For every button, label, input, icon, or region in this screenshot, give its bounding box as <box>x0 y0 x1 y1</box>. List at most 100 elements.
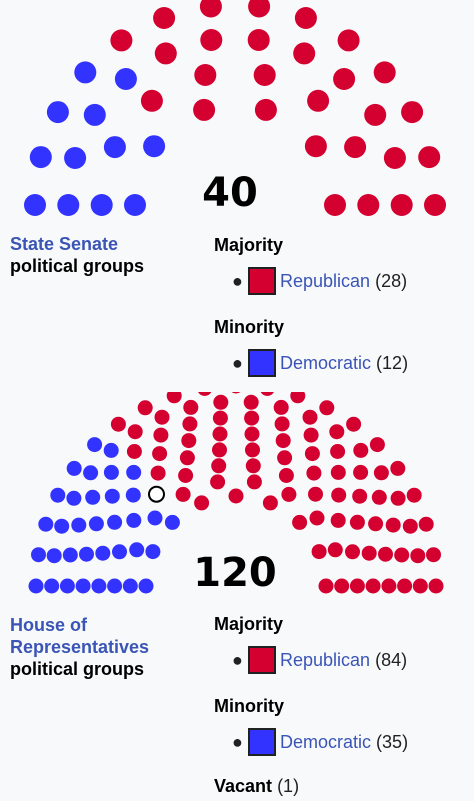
seat-democratic <box>145 544 161 560</box>
seat-republican <box>253 64 276 86</box>
seat-democratic <box>126 464 142 480</box>
seat-republican <box>410 548 426 564</box>
seat-republican <box>319 400 335 416</box>
democratic-swatch <box>248 728 276 756</box>
seat-republican <box>243 394 259 410</box>
state-senate-link[interactable]: State Senate <box>10 234 119 254</box>
seat-republican <box>424 194 446 216</box>
democratic-link[interactable]: Democratic <box>280 732 372 752</box>
seat-republican <box>406 487 422 503</box>
seat-democratic <box>143 135 166 158</box>
seat-republican <box>344 136 367 159</box>
seat-republican <box>304 446 320 462</box>
seat-republican <box>193 98 216 121</box>
senate-legend: Majority ● Republican (28) Minority ● De… <box>214 233 474 397</box>
seat-republican <box>311 544 327 560</box>
seat-democratic <box>28 578 44 594</box>
seat-republican <box>152 446 168 462</box>
seat-democratic <box>71 517 87 533</box>
seat-republican <box>290 392 306 404</box>
seat-republican <box>330 444 346 459</box>
house-section: 120 House of Representatives political g… <box>0 392 474 801</box>
democratic-link[interactable]: Democratic <box>280 353 372 373</box>
seat-republican <box>181 433 197 449</box>
seat-republican <box>154 409 170 425</box>
seat-democratic <box>114 68 137 90</box>
senate-title: State Senate political groups <box>10 233 144 277</box>
seat-republican <box>153 427 169 443</box>
seat-democratic <box>112 544 127 560</box>
seat-democratic <box>107 514 123 530</box>
democratic-count: (35) <box>376 732 409 752</box>
seat-republican <box>308 486 323 502</box>
seat-republican <box>166 392 182 404</box>
seat-democratic <box>104 488 120 504</box>
seat-republican <box>110 416 126 432</box>
seat-vacant <box>148 485 165 503</box>
seat-republican <box>212 442 227 458</box>
house-seat-chart <box>28 392 444 594</box>
vacant-count: (1) <box>277 776 300 796</box>
seat-republican <box>330 464 346 480</box>
seat-republican <box>262 495 278 511</box>
seat-republican <box>127 424 143 440</box>
seat-republican <box>254 98 277 121</box>
seat-republican <box>182 416 198 432</box>
seat-democratic <box>38 516 54 532</box>
house-link-line2[interactable]: Representatives <box>10 637 150 657</box>
seat-democratic <box>122 578 138 594</box>
seat-democratic <box>107 578 123 594</box>
seat-republican <box>371 489 387 505</box>
seat-republican <box>412 578 428 594</box>
seat-democratic <box>87 437 103 453</box>
seat-republican <box>244 410 260 426</box>
house-link-line1[interactable]: House of <box>10 615 88 635</box>
seat-democratic <box>138 578 154 594</box>
senate-legend-republican: ● Republican (28) <box>214 265 474 297</box>
seat-republican <box>385 517 401 533</box>
seat-republican <box>245 442 260 458</box>
republican-swatch <box>248 646 276 674</box>
seat-democratic <box>126 512 142 528</box>
seat-democratic <box>54 518 70 534</box>
seat-republican <box>368 516 384 532</box>
senate-subtitle: political groups <box>10 256 145 276</box>
seat-republican <box>175 486 191 502</box>
seat-democratic <box>57 194 80 216</box>
seat-republican <box>418 146 441 169</box>
seat-democratic <box>50 487 66 503</box>
seat-republican <box>273 399 289 415</box>
seat-republican <box>213 394 229 410</box>
seat-republican <box>381 578 397 594</box>
seat-republican <box>110 29 133 52</box>
seat-republican <box>378 546 393 562</box>
seat-republican <box>349 514 365 530</box>
senate-minority-heading: Minority <box>214 317 284 337</box>
seat-democratic <box>90 194 113 216</box>
seat-democratic <box>44 578 60 594</box>
seat-democratic <box>62 547 78 563</box>
seat-republican <box>179 450 195 466</box>
seat-democratic <box>66 460 82 476</box>
seat-republican <box>373 61 396 84</box>
seat-republican <box>337 29 360 52</box>
seat-republican <box>334 578 350 594</box>
house-legend: Majority ● Republican (84) Minority ● De… <box>214 612 474 797</box>
seat-democratic <box>129 542 145 558</box>
seat-republican <box>294 7 317 29</box>
senate-section: 40 State Senate political groups Majorit… <box>0 0 474 392</box>
house-legend-republican: ● Republican (84) <box>214 644 474 676</box>
seat-republican <box>260 392 274 396</box>
republican-link[interactable]: Republican <box>280 650 371 670</box>
seat-republican <box>327 542 343 558</box>
bullet-icon: ● <box>232 271 243 291</box>
democratic-count: (12) <box>376 353 409 373</box>
senate-majority-heading: Majority <box>214 235 284 255</box>
seat-republican <box>369 437 385 453</box>
republican-link[interactable]: Republican <box>280 271 371 291</box>
seat-democratic <box>103 464 119 480</box>
seat-democratic <box>124 194 146 216</box>
seat-democratic <box>59 578 75 594</box>
seat-republican <box>390 490 406 506</box>
republican-count: (28) <box>375 271 408 291</box>
